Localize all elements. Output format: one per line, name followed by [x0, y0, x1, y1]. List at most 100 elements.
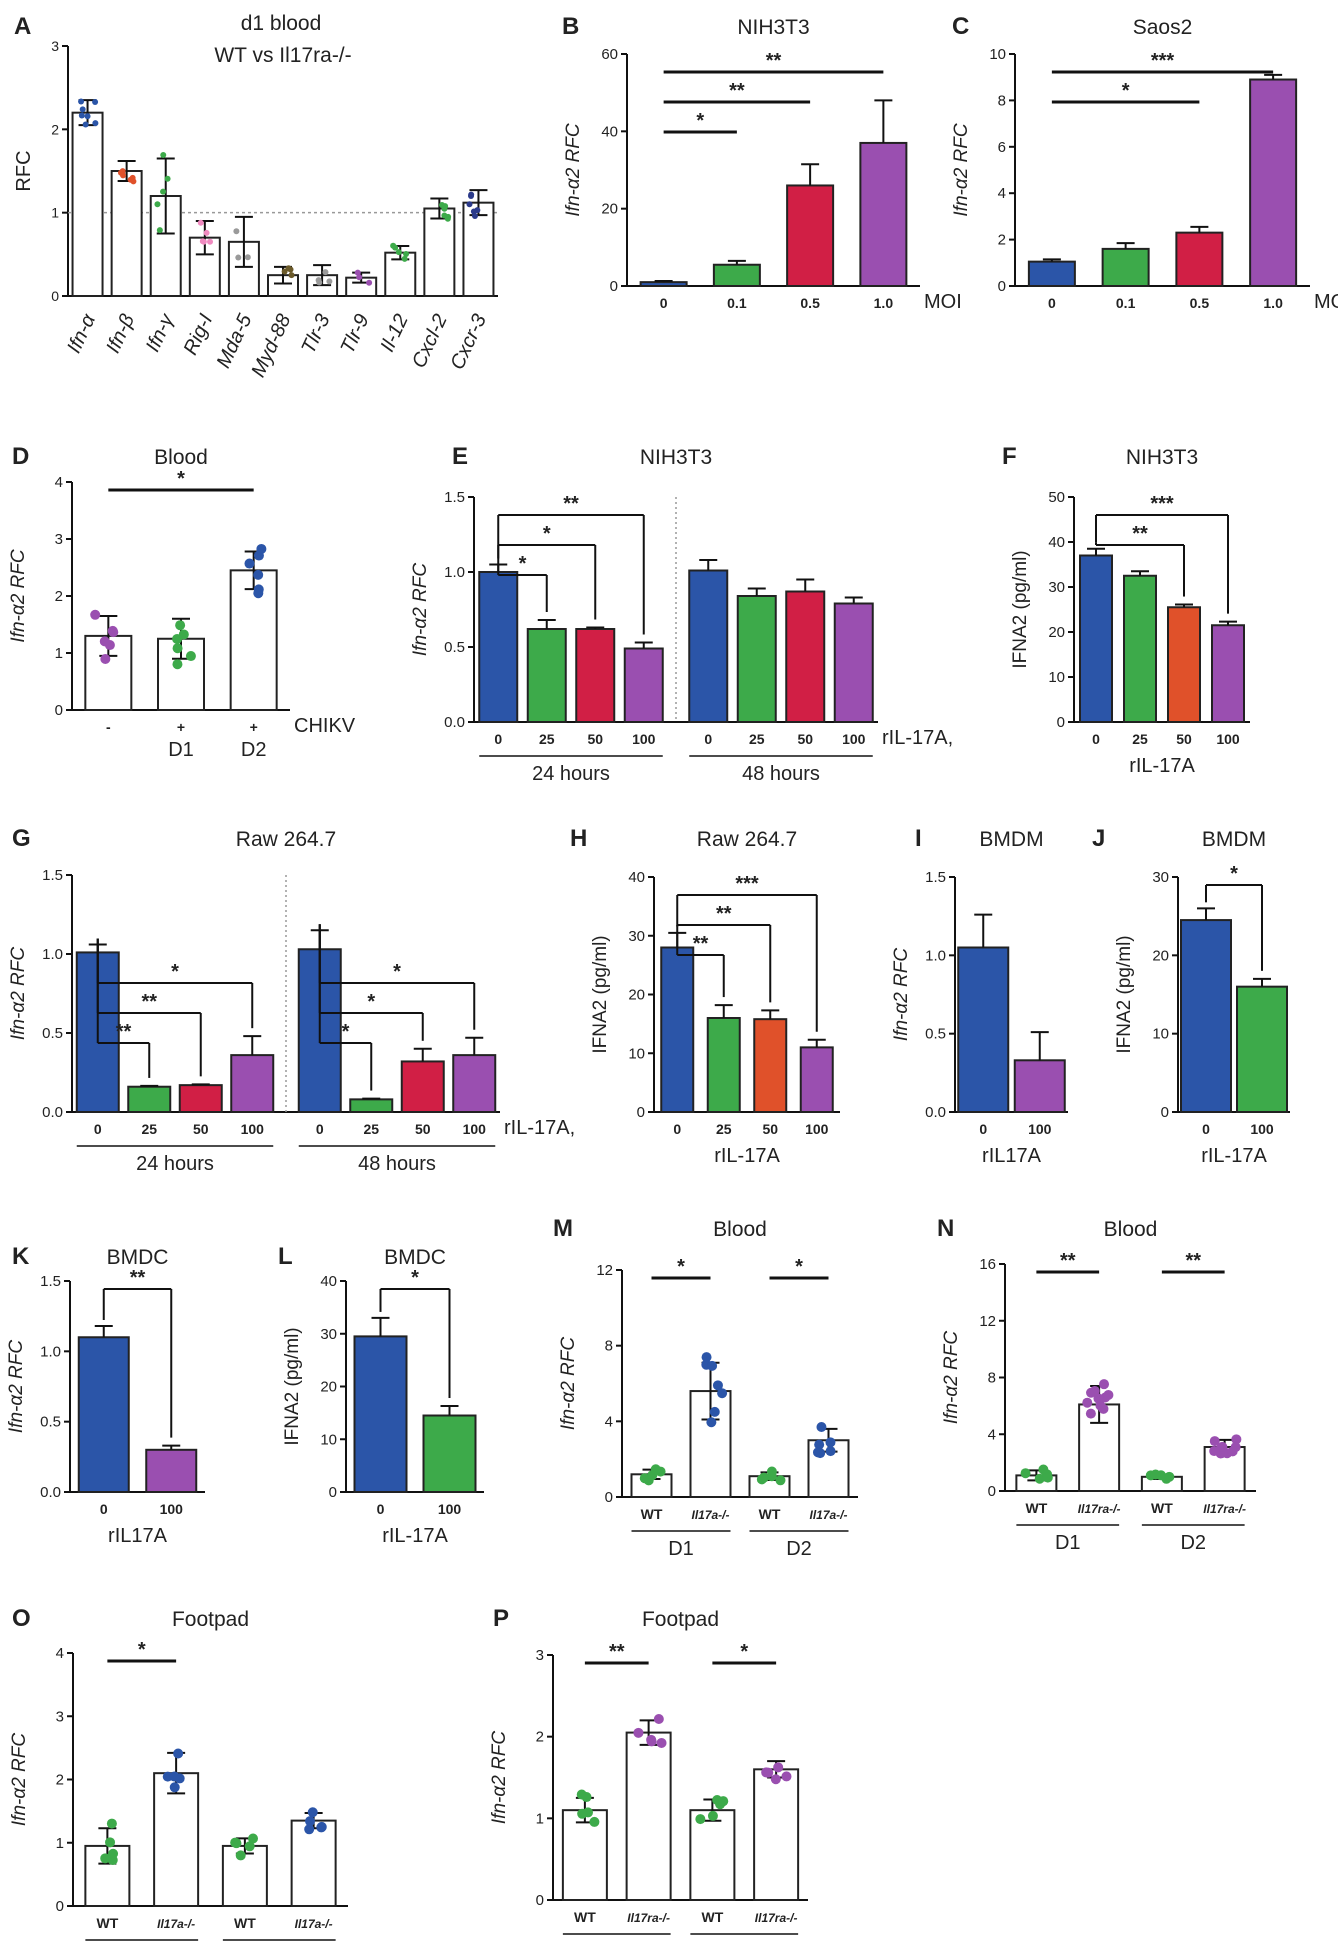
panel-letter-C: C: [952, 13, 969, 40]
x-tick-label: WT: [759, 1506, 781, 1522]
bar: [1027, 260, 1076, 288]
data-point: [106, 1818, 117, 1829]
y-tick-label: 60: [601, 46, 618, 63]
data-point: [1217, 1441, 1228, 1452]
x-axis-label: MOI: [924, 291, 962, 313]
x-tick-label: 0: [704, 731, 712, 747]
data-point: [92, 120, 99, 127]
y-tick-label: 12: [596, 1262, 613, 1279]
bar: [145, 1448, 198, 1494]
panel-letter-F: F: [1002, 443, 1017, 470]
bar: [478, 571, 519, 723]
y-tick-label: 0: [51, 288, 59, 304]
x-tick-label: 0: [1202, 1121, 1210, 1137]
significance-label: *: [393, 961, 401, 983]
data-point: [781, 1771, 792, 1782]
panel-letter-G: G: [12, 825, 31, 852]
significance-label: *: [138, 1639, 146, 1661]
y-axis-label: Ifn-α2 RFC: [8, 549, 29, 642]
panel-letter-L: L: [278, 1243, 293, 1270]
bar: [1211, 624, 1245, 723]
y-tick-label: 40: [320, 1273, 337, 1290]
bar: [753, 1018, 788, 1113]
bar: [423, 207, 456, 297]
significance-label: **: [1132, 523, 1148, 545]
data-point: [1209, 1446, 1220, 1457]
y-tick-label: 0: [56, 1898, 64, 1915]
data-point: [78, 112, 85, 119]
bar: [623, 647, 664, 723]
chart-title: NIH3T3: [640, 446, 712, 469]
data-point: [92, 98, 99, 105]
y-axis-label: Ifn-α2 RFC: [410, 563, 431, 656]
chart-title: Raw 264.7: [236, 828, 336, 851]
bar: [625, 1731, 672, 1902]
panel-D: D Blood 0 1 2 3 4 Ifn-α2 RFC - + + D1 D2 CHIKV *: [8, 443, 356, 761]
significance-label: **: [766, 50, 782, 72]
data-point: [1098, 1403, 1109, 1414]
bar: [639, 281, 688, 287]
bar: [786, 184, 835, 287]
y-tick-label: 0.0: [444, 714, 465, 731]
data-point: [160, 188, 167, 195]
y-axis-label: Ifn-α2 RFC: [891, 948, 912, 1041]
y-tick-label: 4: [56, 1645, 64, 1662]
x-axis-label: rIL-17A: [1129, 755, 1195, 777]
data-point: [129, 174, 136, 181]
y-tick-label: 10: [1152, 1026, 1169, 1043]
x-axis-label: CHIKV: [294, 715, 356, 737]
x-tick-label: 50: [1176, 731, 1192, 747]
y-tick-label: 20: [601, 201, 618, 218]
data-point: [1209, 1436, 1220, 1447]
group-label: D2: [1180, 1532, 1206, 1554]
data-point: [281, 268, 288, 275]
panel-O: O Footpad 0 1 2 3 4 Ifn-α2 RFC WT Il17a-/- WT Il17a…: [9, 1605, 348, 1941]
data-point: [825, 1446, 836, 1457]
data-point: [244, 1841, 255, 1852]
data-point: [403, 251, 410, 258]
x-axis-label: rIL17A: [108, 1525, 168, 1547]
data-point: [775, 1475, 786, 1486]
x-tick-label: WT: [701, 1909, 723, 1925]
data-point: [160, 151, 167, 158]
y-tick-label: 4: [998, 185, 1006, 202]
bar: [1079, 554, 1113, 723]
panel-H: H Raw 264.7 0 10 20 30 40 IFNA2 (pg/ml) 0 25 50 100…: [570, 825, 840, 1167]
panel-letter-B: B: [562, 13, 579, 40]
x-axis-label: rIL-17A: [714, 1145, 780, 1167]
data-point: [470, 208, 477, 215]
x-tick-label: +: [177, 719, 185, 735]
x-tick-label: 25: [363, 1121, 379, 1137]
x-tick-label: Il17a-/-: [809, 1508, 847, 1522]
data-point: [1089, 1385, 1100, 1396]
x-tick-label: -: [106, 719, 111, 735]
y-tick-label: 0: [637, 1104, 645, 1121]
x-sublabel: D1: [168, 739, 194, 761]
x-tick-label: 100: [1028, 1121, 1052, 1137]
significance-label: *: [411, 1267, 419, 1289]
x-tick-label: Tlr-3: [297, 311, 334, 357]
chart-title: NIH3T3: [1126, 446, 1198, 469]
data-point: [639, 1473, 650, 1484]
panel-M: M Blood 0 4 8 12 Ifn-α2 RFC WT Il17a-/- WT Il17a-/…: [553, 1215, 858, 1560]
x-tick-label: 50: [762, 1121, 778, 1137]
significance-label: *: [696, 110, 704, 132]
x-tick-label: Il17ra-/-: [755, 1911, 798, 1925]
x-tick-label: 100: [1250, 1121, 1274, 1137]
y-tick-label: 1.0: [42, 946, 63, 963]
x-tick-label: Il17ra-/-: [627, 1911, 670, 1925]
bar: [153, 1772, 200, 1908]
significance-label: **: [563, 493, 579, 515]
y-tick-label: 0.5: [40, 1414, 61, 1431]
group-label: 48 hours: [358, 1153, 436, 1175]
y-tick-label: 30: [1152, 869, 1169, 886]
data-point: [816, 1422, 827, 1433]
x-tick-label: 100: [438, 1501, 462, 1517]
data-point: [395, 249, 402, 256]
y-tick-label: 2: [55, 588, 63, 605]
group-label: 48 hours: [742, 763, 820, 785]
panel-letter-N: N: [937, 1215, 954, 1242]
y-tick-label: 1.0: [40, 1343, 61, 1360]
chart-title: BMDC: [107, 1246, 169, 1269]
